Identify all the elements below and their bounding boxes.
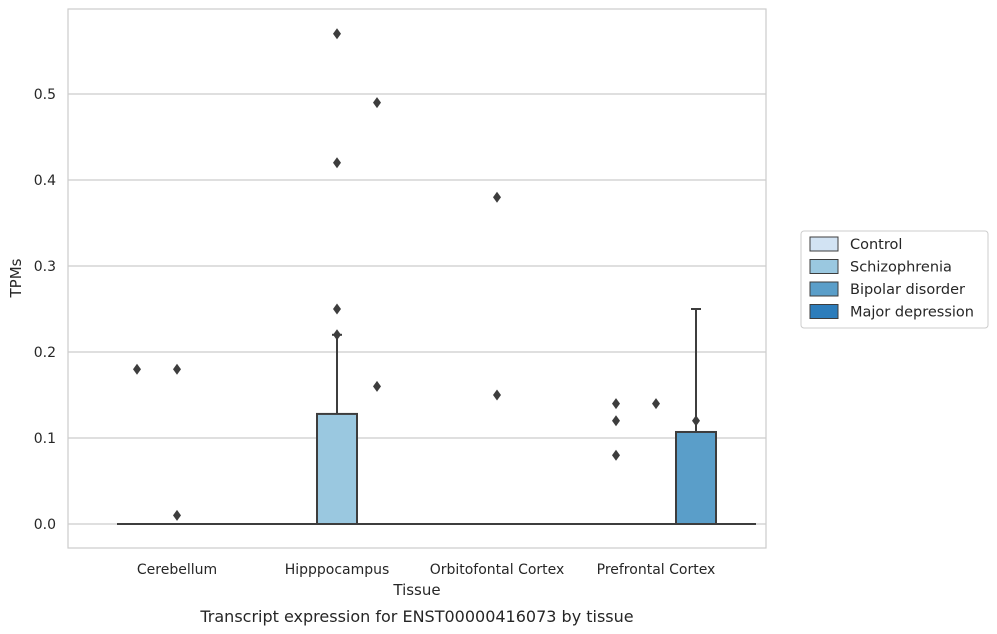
- outlier-point: [612, 415, 620, 427]
- outlier-point: [373, 97, 381, 109]
- y-tick-label: 0.3: [34, 259, 56, 275]
- legend-label: Control: [850, 237, 902, 253]
- legend-label: Schizophrenia: [850, 260, 952, 276]
- y-tick-label: 0.4: [34, 173, 56, 189]
- outlier-point: [493, 389, 501, 401]
- x-tick-label: Prefrontal Cortex: [597, 562, 716, 578]
- outlier-point: [333, 157, 341, 169]
- outlier-point: [133, 363, 141, 375]
- legend-label: Bipolar disorder: [850, 282, 965, 298]
- outlier-point: [333, 28, 341, 40]
- grid-lines: [68, 93, 766, 525]
- boxes: [117, 308, 756, 526]
- outliers: [133, 28, 700, 521]
- outlier-point: [173, 363, 181, 375]
- legend: Control Schizophrenia Bipolar disorder Majo…: [800, 230, 989, 329]
- box-body: [316, 412, 358, 526]
- outlier-point: [333, 303, 341, 315]
- outlier-point: [493, 191, 501, 203]
- box-schizophrenia: [316, 333, 358, 526]
- x-axis-label: Tissue: [392, 581, 440, 599]
- outlier-point: [173, 509, 181, 521]
- outlier-point: [373, 380, 381, 392]
- y-tick-label: 0.5: [34, 87, 56, 103]
- x-tick-label: Orbitofontal Cortex: [430, 562, 565, 578]
- x-tick-label: Hipppocampus: [285, 562, 390, 578]
- outlier-point: [612, 398, 620, 410]
- legend-swatch: [809, 236, 839, 252]
- legend-frame: [800, 230, 989, 329]
- x-tick-label: Cerebellum: [137, 562, 217, 578]
- box-body: [675, 430, 717, 526]
- y-axis-label: TPMs: [7, 258, 25, 298]
- plot-area-frame: [67, 8, 767, 549]
- outlier-point: [333, 329, 341, 341]
- x-tick-labels: Cerebellum Hipppocampus Orbitofontal Corte…: [137, 562, 715, 578]
- legend-swatch: [809, 259, 839, 274]
- outlier-point: [612, 449, 620, 461]
- chart-caption: Transcript expression for ENST0000041607…: [199, 607, 633, 626]
- outlier-point: [652, 398, 660, 410]
- box-bipolar-disorder: [675, 308, 717, 526]
- legend-swatch: [809, 281, 839, 297]
- y-tick-label: 0.0: [34, 517, 56, 533]
- outlier-point: [692, 415, 700, 427]
- y-tick-label: 0.1: [34, 431, 56, 447]
- legend-label: Major depression: [850, 305, 974, 321]
- legend-swatch: [809, 304, 839, 319]
- y-tick-label: 0.2: [34, 345, 56, 361]
- y-tick-labels: 0.0 0.1 0.2 0.3 0.4 0.5: [34, 87, 56, 533]
